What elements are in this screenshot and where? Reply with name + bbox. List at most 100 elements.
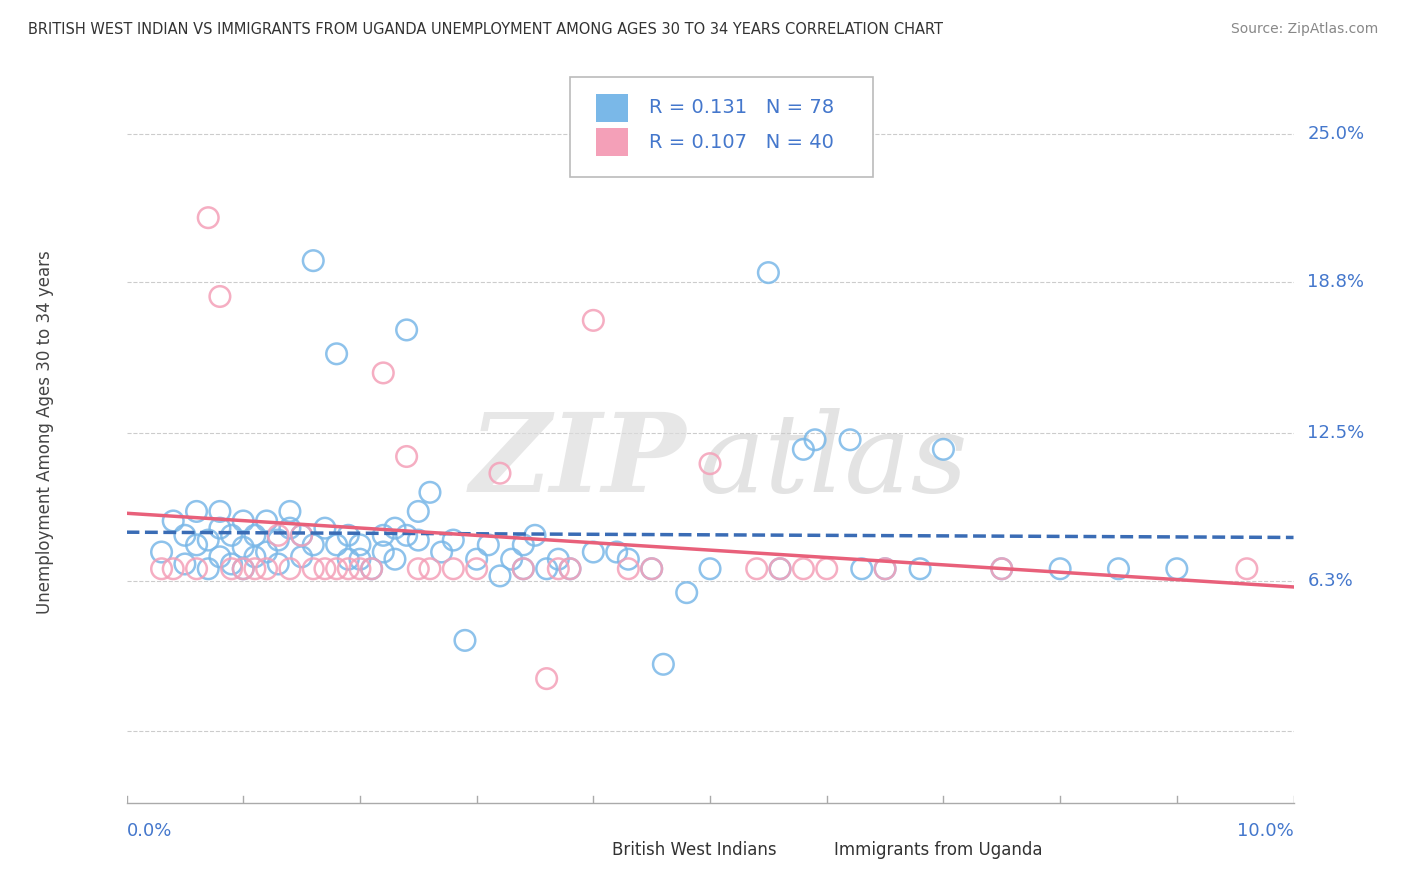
Point bbox=[524, 528, 547, 542]
Point bbox=[489, 467, 512, 481]
Point bbox=[208, 504, 231, 518]
Point bbox=[1166, 562, 1188, 576]
Point bbox=[174, 528, 197, 542]
Text: 10.0%: 10.0% bbox=[1237, 822, 1294, 840]
Point bbox=[232, 562, 254, 576]
Text: R = 0.131   N = 78: R = 0.131 N = 78 bbox=[650, 98, 835, 117]
Point bbox=[373, 528, 395, 542]
Point bbox=[454, 633, 477, 648]
Point bbox=[617, 552, 640, 566]
Point bbox=[745, 562, 768, 576]
Point bbox=[278, 504, 301, 518]
Point bbox=[302, 562, 325, 576]
Point bbox=[360, 562, 382, 576]
FancyBboxPatch shape bbox=[569, 78, 873, 178]
Point bbox=[792, 562, 814, 576]
Point bbox=[815, 562, 838, 576]
Bar bbox=[596, 94, 628, 121]
Point bbox=[699, 562, 721, 576]
Point bbox=[558, 562, 581, 576]
Text: 18.8%: 18.8% bbox=[1308, 273, 1364, 291]
Point bbox=[408, 504, 430, 518]
Point bbox=[290, 549, 312, 564]
Point bbox=[617, 562, 640, 576]
Point bbox=[408, 562, 430, 576]
Point bbox=[278, 562, 301, 576]
Point bbox=[699, 457, 721, 471]
Point bbox=[232, 562, 254, 576]
Point bbox=[349, 562, 371, 576]
Point bbox=[186, 562, 208, 576]
Point bbox=[1049, 562, 1071, 576]
Point bbox=[489, 569, 512, 583]
Point bbox=[512, 538, 534, 552]
Point bbox=[221, 562, 243, 576]
Point bbox=[186, 504, 208, 518]
Point bbox=[582, 313, 605, 327]
Point bbox=[256, 562, 278, 576]
Point bbox=[290, 528, 312, 542]
Text: 25.0%: 25.0% bbox=[1308, 125, 1365, 143]
Point bbox=[314, 562, 336, 576]
Point bbox=[373, 366, 395, 380]
Text: ZIP: ZIP bbox=[470, 409, 686, 516]
Point bbox=[652, 657, 675, 672]
Point bbox=[875, 562, 897, 576]
Point bbox=[186, 538, 208, 552]
Point bbox=[582, 545, 605, 559]
Point bbox=[232, 541, 254, 555]
Bar bbox=[569, 838, 598, 862]
Point bbox=[441, 533, 464, 547]
Point bbox=[419, 562, 441, 576]
Point bbox=[325, 562, 347, 576]
Point bbox=[208, 549, 231, 564]
Point bbox=[756, 266, 779, 280]
Point bbox=[208, 521, 231, 535]
Point bbox=[465, 562, 488, 576]
Point bbox=[430, 545, 453, 559]
Point bbox=[267, 533, 290, 547]
Text: 0.0%: 0.0% bbox=[127, 822, 172, 840]
Point bbox=[267, 557, 290, 571]
Point bbox=[512, 562, 534, 576]
Point bbox=[337, 562, 360, 576]
Point bbox=[675, 585, 697, 599]
Point bbox=[875, 562, 897, 576]
Point bbox=[314, 521, 336, 535]
Point bbox=[384, 521, 406, 535]
Point bbox=[208, 289, 231, 303]
Point bbox=[150, 545, 173, 559]
Point bbox=[792, 442, 814, 457]
Point bbox=[419, 485, 441, 500]
Point bbox=[465, 552, 488, 566]
Point bbox=[325, 347, 347, 361]
Point bbox=[441, 562, 464, 576]
Point bbox=[232, 514, 254, 528]
Point bbox=[349, 538, 371, 552]
Point bbox=[256, 514, 278, 528]
Point bbox=[408, 533, 430, 547]
Point bbox=[804, 433, 827, 447]
Bar bbox=[596, 128, 628, 156]
Point bbox=[360, 562, 382, 576]
Point bbox=[197, 211, 219, 225]
Point bbox=[150, 562, 173, 576]
Point bbox=[395, 528, 418, 542]
Point bbox=[337, 528, 360, 542]
Point bbox=[373, 545, 395, 559]
Point bbox=[395, 323, 418, 337]
Text: 6.3%: 6.3% bbox=[1308, 572, 1353, 590]
Point bbox=[221, 528, 243, 542]
Point bbox=[278, 521, 301, 535]
Point bbox=[769, 562, 792, 576]
Point bbox=[384, 552, 406, 566]
Text: 12.5%: 12.5% bbox=[1308, 424, 1365, 442]
Point bbox=[1236, 562, 1258, 576]
Point bbox=[256, 545, 278, 559]
Text: atlas: atlas bbox=[699, 409, 967, 516]
Point bbox=[337, 552, 360, 566]
Point bbox=[536, 672, 558, 686]
Point bbox=[221, 557, 243, 571]
Point bbox=[851, 562, 873, 576]
Point bbox=[1108, 562, 1130, 576]
